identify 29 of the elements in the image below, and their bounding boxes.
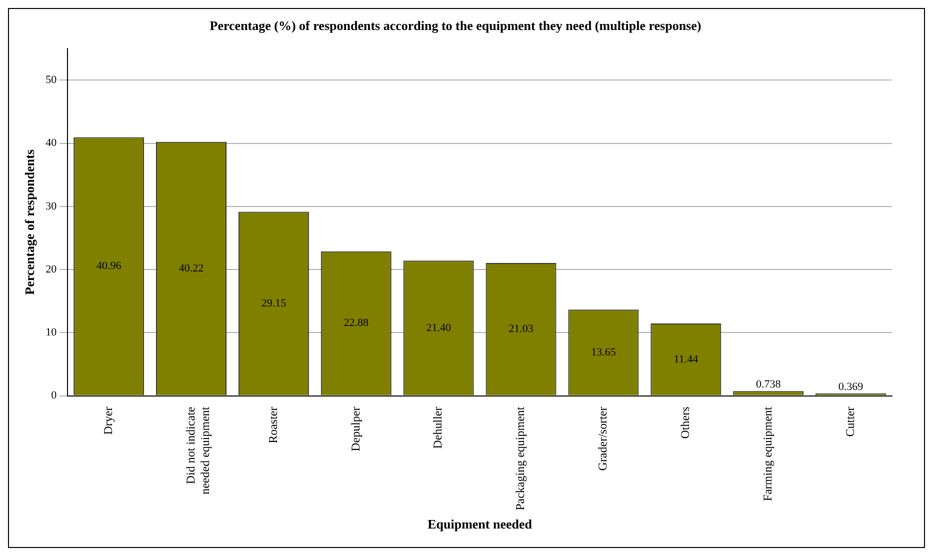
y-tick-label: 50 xyxy=(46,74,58,86)
data-label: 21.40 xyxy=(426,322,452,334)
y-axis-title: Percentage of respondents xyxy=(22,149,38,295)
data-label: 21.03 xyxy=(508,323,534,336)
data-label: 40.96 xyxy=(96,260,122,272)
x-tick-label: Roaster xyxy=(266,406,280,444)
data-label: 22.88 xyxy=(344,317,370,330)
data-label: 11.44 xyxy=(674,353,699,366)
data-label: 0.369 xyxy=(838,380,864,393)
chart-title: Percentage (%) of respondents according to the equipment they need (multiple response) xyxy=(210,18,702,34)
x-tick-label: Dryer xyxy=(100,406,115,435)
data-label: 13.65 xyxy=(591,346,616,358)
y-tick-label: 0 xyxy=(51,390,58,402)
x-tick-label: Farming equipment xyxy=(760,406,774,502)
y-tick-label: 40 xyxy=(46,137,58,150)
data-label: 0.738 xyxy=(756,378,782,390)
x-tick-label: Did not indicate needed equipment xyxy=(183,406,212,494)
x-axis-title: Equipment needed xyxy=(428,516,533,532)
x-tick-label: Packaging equipment xyxy=(513,406,528,510)
y-tick-label: 20 xyxy=(46,263,58,276)
data-label: 29.15 xyxy=(261,297,287,310)
x-tick-label: Depulper xyxy=(348,406,362,452)
data-label: 40.22 xyxy=(178,262,204,274)
x-tick-label: Dehuller xyxy=(430,406,445,449)
y-tick-label: 30 xyxy=(46,200,58,212)
x-tick-label: Grader/sorter xyxy=(596,406,610,471)
x-tick-label: Cutter xyxy=(842,406,857,437)
y-tick-label: 10 xyxy=(46,326,58,339)
x-tick-label: Others xyxy=(678,406,692,439)
